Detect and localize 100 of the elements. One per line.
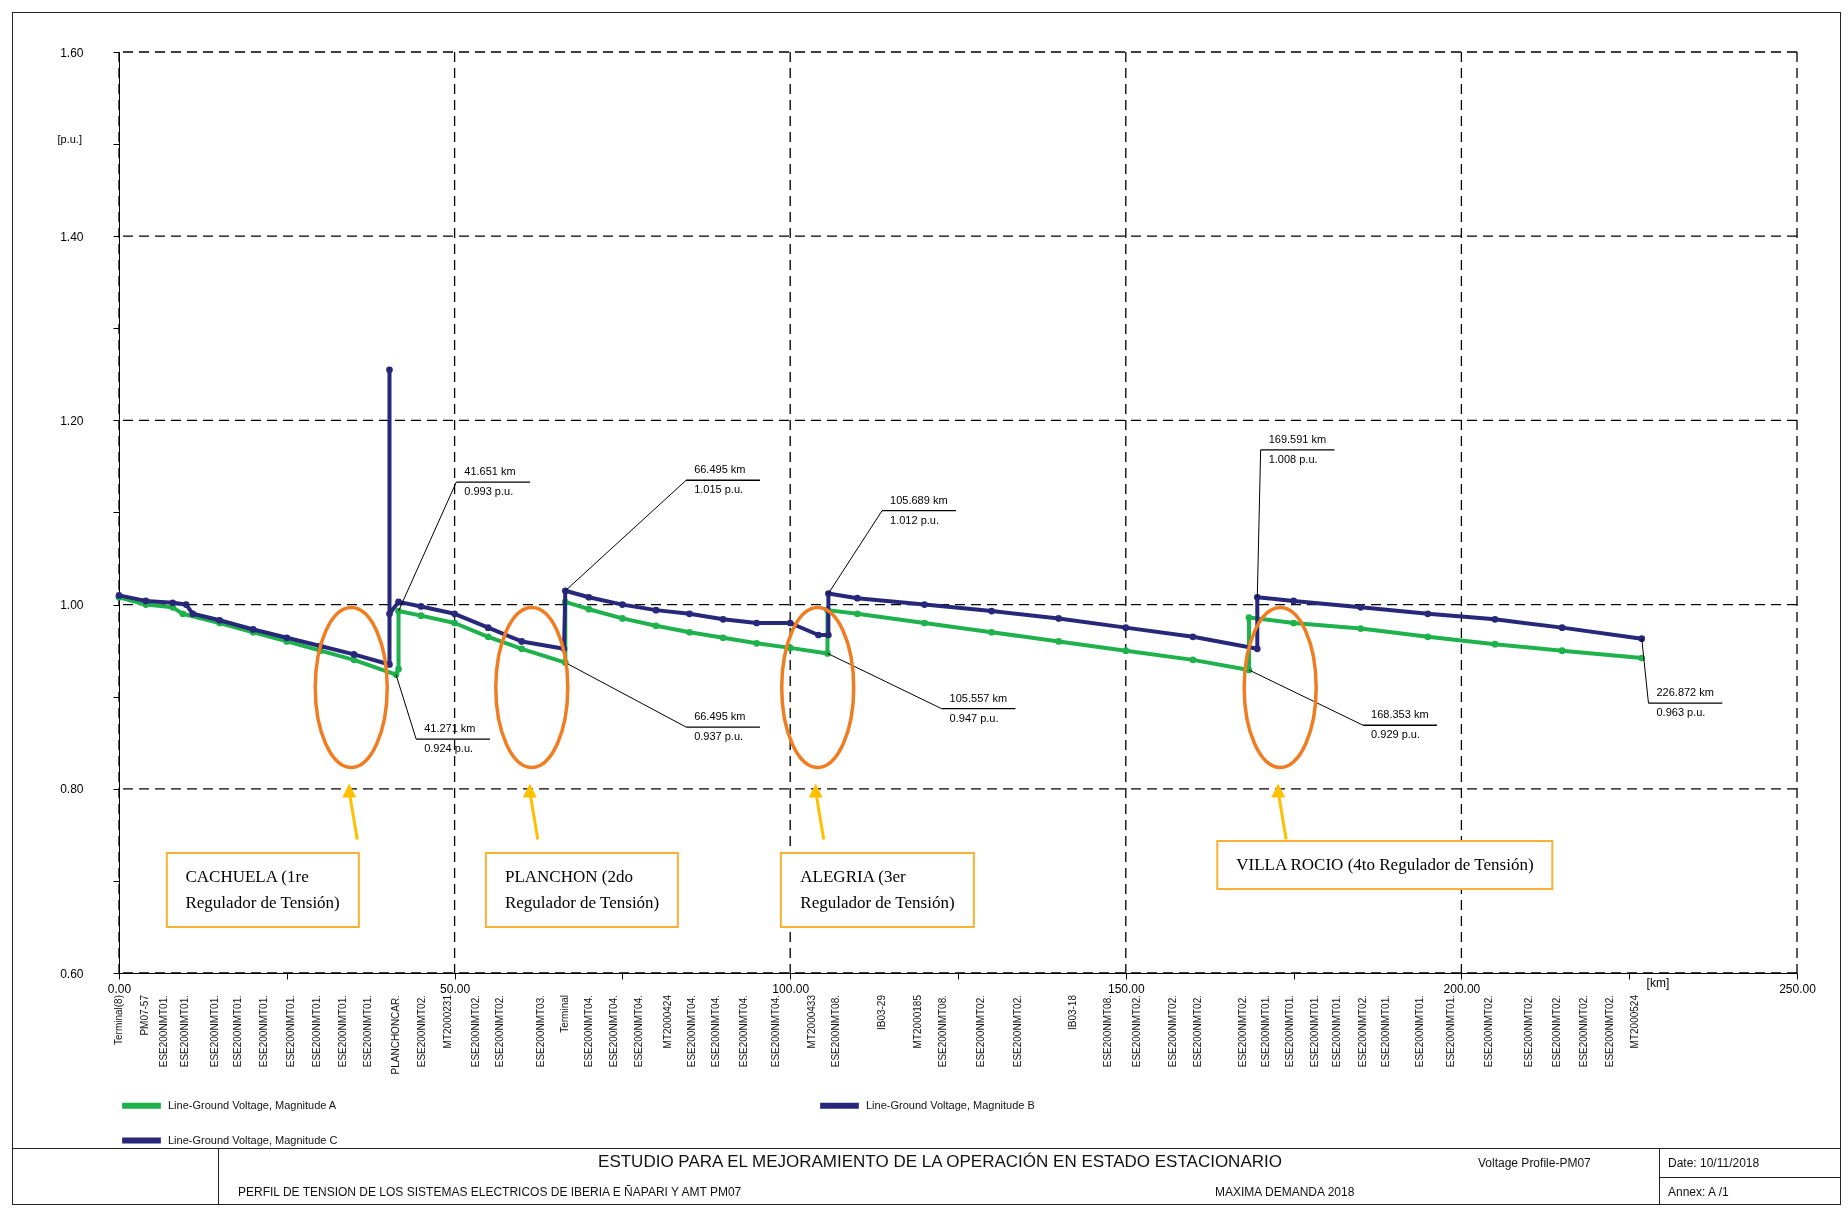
text: ESE200NMT01. xyxy=(1330,995,1342,1068)
text: ESE200NMT02. xyxy=(415,995,427,1068)
text: ESE200NMT04. xyxy=(607,995,619,1068)
point xyxy=(395,665,402,673)
point xyxy=(1253,593,1261,601)
text: ESE200NMT02. xyxy=(470,995,482,1068)
point xyxy=(786,619,794,627)
text: ESE200NMT01. xyxy=(1260,995,1272,1068)
annotation: 105.557 km 0.947 p.u. xyxy=(949,691,1008,724)
text: MT2000524 xyxy=(1629,994,1641,1049)
text: ESE200NMT02. xyxy=(1482,995,1494,1068)
point xyxy=(1558,647,1566,654)
text: MT2000433 xyxy=(805,994,817,1049)
text: ESE200NMT01. xyxy=(362,995,374,1068)
point xyxy=(182,601,190,608)
text: ESE200NMT02. xyxy=(974,995,986,1068)
point xyxy=(652,606,660,614)
point xyxy=(1424,633,1432,641)
text: ESE200NMT01. xyxy=(1444,995,1456,1068)
y-tick-label: 1.60 xyxy=(60,45,84,60)
annotation: ALEGRIA (3er Regulador de Tensión) xyxy=(780,852,975,929)
x-tick-label: 200.00 xyxy=(1443,981,1481,996)
text: ESE200NMT01. xyxy=(311,995,322,1068)
text: ESE200NMT02. xyxy=(1550,995,1562,1068)
text: ESE200NMT01. xyxy=(1379,995,1391,1068)
annotation: 226.872 km 0.963 p.u. xyxy=(1656,686,1714,719)
text: ESE200NMT01. xyxy=(208,995,220,1068)
y-tick-label: 0.80 xyxy=(60,782,84,797)
x-tick-label: 50.00 xyxy=(440,981,471,996)
text: ESE200NMT02. xyxy=(1012,995,1024,1068)
point xyxy=(1491,615,1499,623)
text: ESE200NMT01. xyxy=(179,995,191,1068)
point xyxy=(189,610,197,618)
annotation: 169.591 km 1.008 p.u. xyxy=(1268,432,1327,465)
text: Voltage Profile-PM07 xyxy=(1478,1156,1591,1170)
annotation: CACHUELA (1re Regulador de Tensión) xyxy=(165,852,360,929)
point xyxy=(1290,619,1297,627)
x-tick-label: 250.00 xyxy=(1779,981,1817,996)
point xyxy=(417,612,425,619)
annotation: 66.495 km 1.015 p.u. xyxy=(694,463,746,496)
point xyxy=(518,645,526,653)
point xyxy=(484,633,492,641)
point xyxy=(921,601,928,608)
text: ESE200NMT02. xyxy=(1356,995,1368,1068)
annotation: 105.689 km 1.012 p.u. xyxy=(890,493,948,526)
annotation: 168.353 km 0.929 p.u. xyxy=(1371,708,1429,741)
point xyxy=(1122,647,1130,654)
text: ESE200NMT02. xyxy=(1167,995,1179,1068)
point xyxy=(686,610,693,618)
text: PERFIL DE TENSION DE LOS SISTEMAS ELECTRICOS DE IBERIA E ÑAPARI Y AMT PM07 xyxy=(238,1185,742,1199)
text: ESE200NMT01. xyxy=(1309,995,1321,1068)
point xyxy=(815,631,822,639)
point xyxy=(1558,624,1566,631)
annotation: VILLA ROCIO (4to Regulador de Tensión) xyxy=(1216,840,1554,891)
point xyxy=(719,634,727,642)
text: Date: 10/11/2018 xyxy=(1668,1156,1760,1170)
text: ESE200NMT01. xyxy=(337,995,349,1068)
point xyxy=(988,607,995,615)
point xyxy=(619,601,626,608)
text: ESE200NMT01. xyxy=(285,995,297,1068)
point xyxy=(350,650,358,658)
x-tick-label: 100.00 xyxy=(772,981,810,996)
text: ESE200NMT01. xyxy=(257,995,269,1068)
y-axis-title: [p.u.] xyxy=(57,132,82,145)
point xyxy=(1357,625,1365,632)
legend-label: Line-Ground Voltage, Magnitude B xyxy=(866,1098,1035,1111)
text: ESTUDIO PARA EL MEJORAMIENTO DE LA OPERACIÓN EN ESTADO ESTACIONARIO xyxy=(598,1152,1282,1172)
point xyxy=(853,610,861,618)
point xyxy=(142,597,150,605)
point xyxy=(1424,610,1432,618)
point xyxy=(395,607,402,615)
text: ESE200NMT04. xyxy=(710,995,722,1068)
text: MT2000185 xyxy=(911,994,923,1049)
text: ESE200NMT08. xyxy=(937,995,949,1068)
point xyxy=(1253,645,1261,653)
text: ESE200NMT04. xyxy=(686,995,698,1068)
point xyxy=(1122,624,1130,631)
point xyxy=(825,631,832,639)
text: ESE200NMT02. xyxy=(1237,995,1249,1068)
text: ESE200NMT02. xyxy=(1192,995,1204,1068)
point xyxy=(283,634,291,642)
y-tick-label: 1.40 xyxy=(60,229,84,244)
text: Terminal(8) xyxy=(113,995,124,1046)
point xyxy=(921,619,928,627)
point xyxy=(1491,640,1499,648)
point xyxy=(1189,656,1197,664)
point xyxy=(386,366,393,374)
legend-label: Line-Ground Voltage, Magnitude C xyxy=(168,1133,338,1146)
point xyxy=(719,615,727,623)
point xyxy=(585,605,593,613)
text: ESE200NMT02. xyxy=(1523,995,1535,1068)
text: ESE200NMT08. xyxy=(829,995,841,1068)
point xyxy=(1055,615,1063,622)
text: ESE200NMT04. xyxy=(633,995,645,1068)
point xyxy=(451,619,458,627)
point xyxy=(1245,614,1253,621)
text: ESE200NMT02. xyxy=(1604,995,1616,1068)
point xyxy=(753,619,760,627)
y-tick-label: 1.00 xyxy=(60,598,84,613)
text: IB03-29 xyxy=(876,994,888,1031)
